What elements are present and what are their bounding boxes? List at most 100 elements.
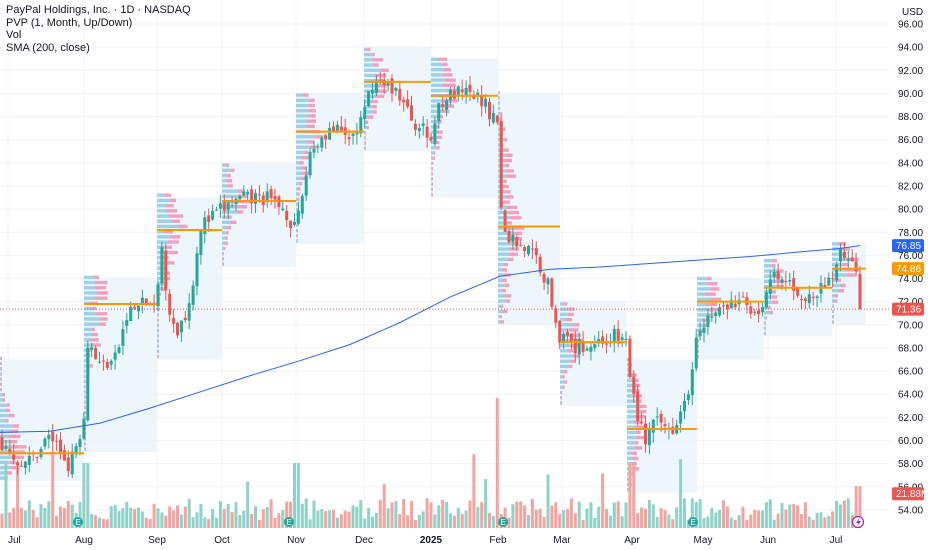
profile-bar-down [764,326,766,330]
volume-bar [585,508,589,528]
profile-bar-up [498,268,502,272]
profile-bar-down [502,184,509,189]
profile-bar-down [364,141,366,145]
y-tick-label: 62.00 [898,413,923,424]
candle-body [858,273,862,310]
volume-bar [651,504,655,528]
profile-bar-down [228,215,232,219]
candle-body [768,279,772,295]
profile-bar-down [157,323,159,328]
profile-bar-down [163,193,172,197]
volume-bar [308,519,312,528]
profile-bar-up [764,310,770,315]
candle-body [417,128,421,132]
profile-bar-up [498,247,509,251]
candle-body [160,247,164,284]
profile-bar-down [834,299,838,303]
volume-bar [761,510,764,528]
candle-body [218,203,222,209]
volume-bar [710,507,714,528]
profile-bar-up [157,334,159,338]
volume-bar [640,507,644,528]
profile-bar-down [304,150,309,155]
profile-bar-down [8,413,15,418]
volume-bar [55,515,59,528]
y-tick-label: 60.00 [898,436,923,447]
profile-bar-down [365,131,366,135]
profile-bar-up [296,93,303,97]
profile-bar-up [764,316,766,320]
profile-bar-down [91,343,101,347]
profile-bar-up [431,146,436,150]
profile-bar-down [771,258,777,263]
profile-bar-down [435,146,440,150]
profile-bar-up [627,368,629,372]
volume-bar [109,506,113,528]
profile-bar-down [226,179,233,183]
profile-bar-down [372,78,384,83]
volume-bar [413,519,417,528]
profile-bar-up [222,194,238,199]
candle-body [776,271,780,280]
profile-bar-up [296,119,308,123]
volume-bar [121,508,125,528]
profile-bar-up [222,257,224,261]
profile-bar-up [627,378,633,383]
candle-body [460,89,464,93]
profile-bar-up [222,184,227,188]
candle-body [207,215,211,222]
sma-indicator-label[interactable]: SMA (200, close) [6,41,90,54]
candle-body [293,221,296,225]
candle-body [137,305,140,312]
candle-body [636,391,640,421]
candle-body [729,300,733,309]
profile-bar-up [222,231,227,235]
profile-bar-down [500,320,505,324]
profile-bar-down [0,356,2,361]
profile-bar-down [84,411,86,415]
profile-bar-down [85,395,86,399]
profile-bar-up [697,287,711,291]
candle-body [4,446,8,450]
profile-bar-up [0,424,13,428]
profile-bar-down [85,437,86,441]
candle-body [659,413,663,423]
currency-label[interactable]: USD [902,7,924,18]
profile-bar-up [627,482,630,487]
x-tick-label: Jul [8,535,21,546]
candle-body [203,217,207,235]
profile-bar-down [511,231,522,236]
profile-bar-down [840,283,846,288]
volume-bar [620,516,624,528]
candle-body [390,78,394,94]
candle-body [320,137,324,148]
volume-tag: 21.88M [892,487,929,501]
volume-bar [605,509,608,528]
profile-bar-up [364,52,372,57]
x-axis[interactable]: Jul Aug Sep Oct Nov Dec 2025 Feb Mar Apr May Jun Jul [8,535,842,546]
profile-bar-down [837,242,847,246]
candle-body [714,312,718,316]
profile-bar-up [296,98,310,103]
profile-bar-up [296,181,300,186]
profile-bar-up [627,441,634,445]
profile-bar-down [502,309,508,314]
volume-bar [683,498,686,528]
profile-bar-down [297,223,298,227]
profile-bar-down [639,404,647,409]
candle-body [164,250,168,291]
profile-bar-up [431,125,436,129]
volume-indicator-label[interactable]: Vol [6,29,22,41]
profile-bar-up [296,228,298,233]
profile-bar-up [157,344,159,348]
profile-bar-up [296,233,298,238]
volume-bar [632,463,636,528]
candle-body [620,337,624,341]
volume-bar [39,504,43,528]
volume-bar [285,501,289,528]
pvp-indicator-label[interactable]: PVP (1, Month, Up/Down) [6,16,133,29]
volume-bar [612,502,616,528]
symbol-title[interactable]: PayPal Holdings, Inc. · 1D · NASDAQ [6,4,191,16]
profile-bar-up [222,251,224,256]
